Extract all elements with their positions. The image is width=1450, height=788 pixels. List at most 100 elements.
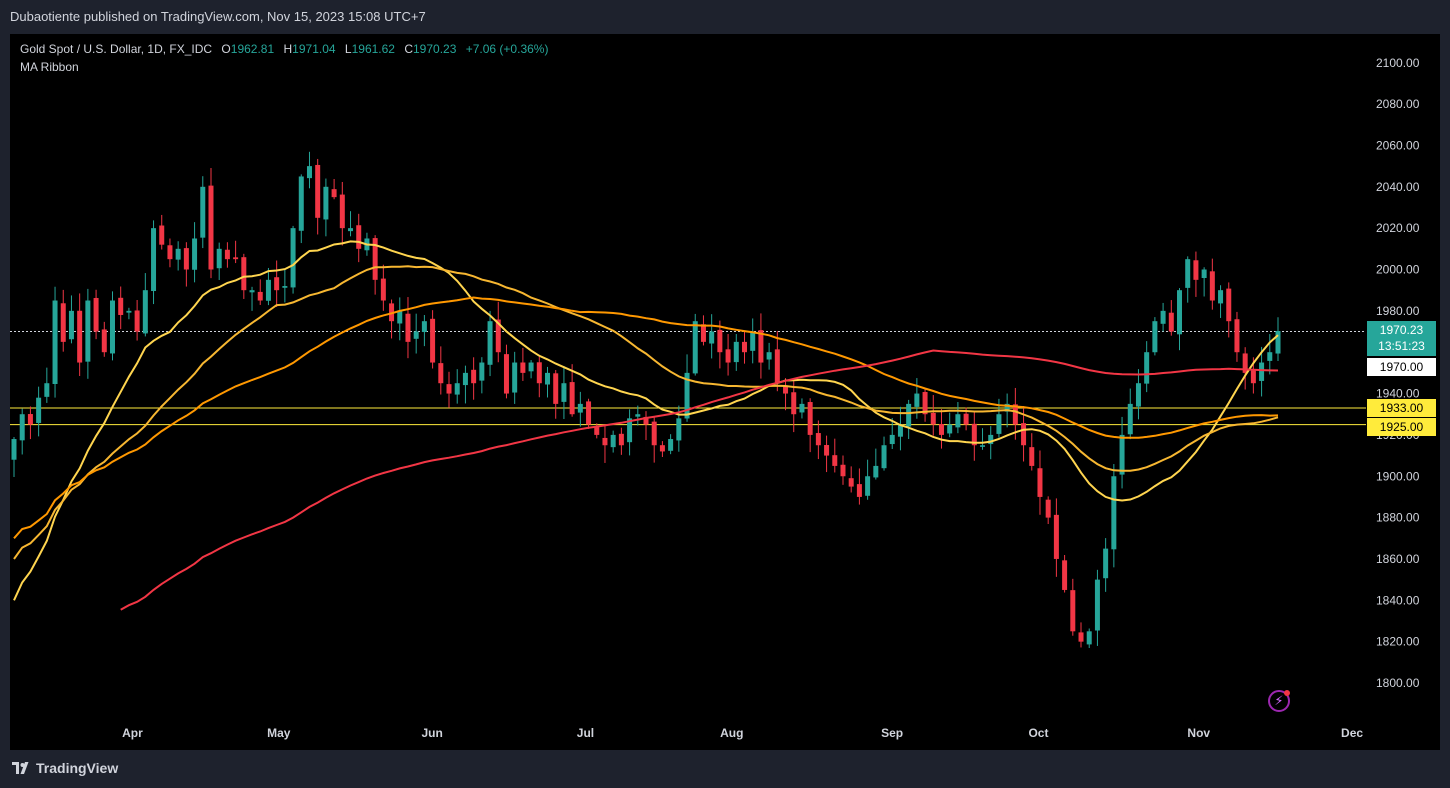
candle-body[interactable] (306, 166, 312, 179)
candle-body[interactable] (68, 310, 74, 340)
candle-body[interactable] (659, 445, 665, 452)
candle-body[interactable] (77, 310, 83, 363)
candle-body[interactable] (528, 362, 534, 372)
candle-body[interactable] (1209, 271, 1215, 301)
candle-body[interactable] (397, 310, 403, 324)
candle-body[interactable] (684, 372, 690, 419)
candle-body[interactable] (118, 297, 124, 315)
candle-body[interactable] (676, 418, 682, 441)
candle-body[interactable] (553, 373, 559, 404)
candle-body[interactable] (134, 310, 140, 332)
candle-body[interactable] (783, 385, 789, 394)
candle-body[interactable] (922, 391, 928, 415)
candle-body[interactable] (618, 433, 624, 446)
candle-body[interactable] (988, 434, 994, 445)
candle-body[interactable] (93, 297, 99, 332)
candle-body[interactable] (323, 186, 329, 220)
candle-body[interactable] (545, 372, 551, 385)
candle-body[interactable] (233, 257, 239, 260)
candle-body[interactable] (380, 278, 386, 301)
candle-body[interactable] (668, 439, 674, 451)
candle-body[interactable] (471, 369, 477, 384)
candle-body[interactable] (1267, 352, 1273, 361)
candle-body[interactable] (167, 245, 173, 260)
candle-body[interactable] (339, 194, 345, 229)
candle-body[interactable] (635, 414, 641, 417)
candle-body[interactable] (44, 383, 50, 397)
candle-body[interactable] (241, 257, 247, 291)
candle-body[interactable] (52, 300, 58, 384)
candle-body[interactable] (1250, 370, 1256, 384)
ma-line-medium[interactable] (13, 265, 1279, 560)
candle-body[interactable] (758, 330, 764, 363)
candle-body[interactable] (265, 279, 271, 301)
candle-body[interactable] (192, 238, 198, 270)
candle-body[interactable] (1168, 312, 1174, 332)
candle-body[interactable] (856, 484, 862, 497)
candle-body[interactable] (1103, 548, 1109, 579)
candle-body[interactable] (832, 455, 838, 466)
candle-body[interactable] (19, 414, 25, 441)
candle-body[interactable] (947, 424, 953, 434)
flash-icon[interactable]: ⚡ (1268, 690, 1290, 712)
candle-body[interactable] (1177, 290, 1183, 335)
candle-body[interactable] (906, 403, 912, 427)
candle-body[interactable] (1152, 321, 1158, 353)
candle-body[interactable] (60, 303, 66, 342)
candle-body[interactable] (446, 384, 452, 394)
candle-body[interactable] (889, 434, 895, 445)
candle-body[interactable] (627, 418, 633, 443)
candle-body[interactable] (1094, 579, 1100, 631)
candle-body[interactable] (36, 397, 42, 423)
candle-body[interactable] (1029, 447, 1035, 466)
candle-body[interactable] (1070, 590, 1076, 632)
candle-body[interactable] (462, 372, 468, 386)
candle-body[interactable] (413, 331, 419, 339)
candle-body[interactable] (85, 300, 91, 362)
candle-body[interactable] (503, 354, 509, 394)
candle-body[interactable] (1226, 288, 1232, 322)
candle-body[interactable] (536, 362, 542, 384)
candle-body[interactable] (101, 329, 107, 353)
candle-body[interactable] (1062, 560, 1068, 590)
candle-body[interactable] (971, 423, 977, 446)
candle-body[interactable] (930, 412, 936, 425)
candle-body[interactable] (454, 383, 460, 395)
candle-body[interactable] (914, 393, 920, 407)
legend-symbol[interactable]: Gold Spot / U.S. Dollar, 1D, FX_IDC (20, 42, 213, 56)
candle-body[interactable] (224, 249, 230, 260)
candle-body[interactable] (315, 164, 321, 218)
candle-body[interactable] (331, 189, 337, 198)
candle-body[interactable] (651, 421, 657, 446)
candle-body[interactable] (1053, 514, 1059, 559)
candle-body[interactable] (709, 331, 715, 344)
candle-body[interactable] (815, 433, 821, 446)
candle-body[interactable] (610, 434, 616, 448)
candle-body[interactable] (750, 331, 756, 351)
candle-body[interactable] (298, 176, 304, 231)
candle-body[interactable] (1185, 259, 1191, 288)
candle-body[interactable] (175, 248, 181, 260)
candle-body[interactable] (1160, 310, 1166, 324)
candle-body[interactable] (479, 362, 485, 381)
candle-body[interactable] (848, 478, 854, 487)
candle-body[interactable] (692, 321, 698, 374)
candle-body[interactable] (774, 349, 780, 384)
candle-body[interactable] (512, 362, 518, 393)
candle-body[interactable] (290, 228, 296, 288)
candle-body[interactable] (1086, 631, 1092, 645)
candle-body[interactable] (1004, 403, 1010, 412)
legend-indicator[interactable]: MA Ribbon (20, 60, 79, 74)
candle-body[interactable] (865, 476, 871, 496)
candle-body[interactable] (348, 228, 354, 232)
candle-body[interactable] (938, 424, 944, 435)
candle-body[interactable] (487, 321, 493, 365)
candle-body[interactable] (824, 445, 830, 456)
candle-body[interactable] (438, 363, 444, 384)
candle-body[interactable] (791, 392, 797, 415)
candle-body[interactable] (208, 185, 214, 270)
candle-body[interactable] (643, 416, 649, 425)
candle-body[interactable] (126, 310, 132, 313)
candle-body[interactable] (372, 238, 378, 280)
